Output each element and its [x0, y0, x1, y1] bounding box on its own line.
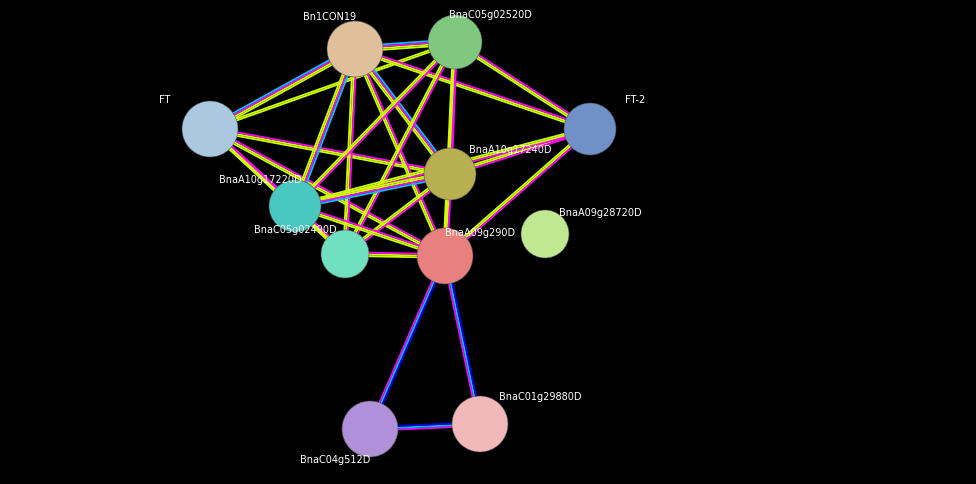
Text: BnaC05g02490D: BnaC05g02490D: [254, 225, 337, 235]
Text: Bn1CON19: Bn1CON19: [304, 12, 356, 22]
Circle shape: [417, 228, 473, 285]
Circle shape: [564, 104, 616, 156]
Text: BnaC04g512D: BnaC04g512D: [300, 454, 370, 464]
Circle shape: [182, 102, 238, 158]
Circle shape: [327, 22, 383, 78]
Text: BnaC05g02520D: BnaC05g02520D: [449, 10, 532, 20]
Circle shape: [521, 211, 569, 258]
Text: FT-2: FT-2: [625, 95, 645, 105]
Circle shape: [269, 181, 321, 232]
Text: FT: FT: [159, 95, 171, 105]
Text: BnaA09g290D: BnaA09g290D: [445, 227, 515, 238]
Text: BnaA10g17220D: BnaA10g17220D: [219, 175, 302, 184]
Text: BnaC01g29880D: BnaC01g29880D: [499, 391, 582, 401]
Text: BnaA09g28720D: BnaA09g28720D: [558, 208, 641, 217]
Circle shape: [321, 230, 369, 278]
Circle shape: [428, 16, 482, 70]
Circle shape: [342, 401, 398, 457]
Circle shape: [424, 149, 476, 200]
Text: BnaA10g17240D: BnaA10g17240D: [468, 145, 551, 155]
Circle shape: [452, 396, 508, 452]
